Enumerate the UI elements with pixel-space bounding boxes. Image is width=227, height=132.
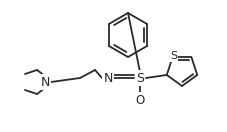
Text: O: O [135,93,145,107]
Text: S: S [170,51,177,61]
Text: N: N [40,76,50,88]
Text: S: S [136,72,144,84]
Text: N: N [103,72,113,84]
